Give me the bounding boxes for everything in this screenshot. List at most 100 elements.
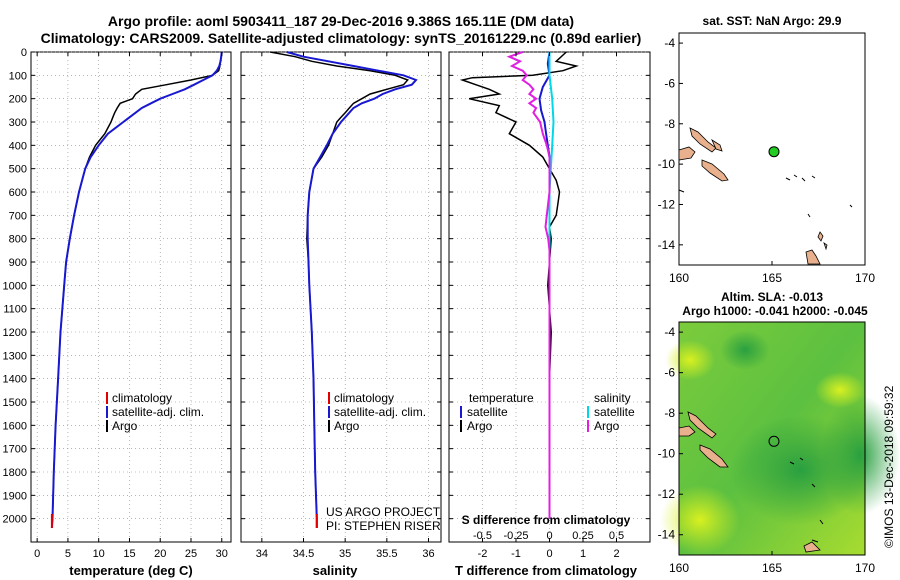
depth-tick-label: 400: [9, 140, 27, 152]
x-tick-label: 20: [154, 548, 166, 560]
s-difference-tick-label: -0.25: [503, 530, 528, 542]
lon-tick-label: 170: [855, 271, 875, 285]
depth-tick-label: 300: [9, 117, 27, 129]
x-tick-label: -1: [511, 548, 521, 560]
sla-low-anomaly: [720, 330, 770, 370]
lat-tick-label: -6: [664, 76, 675, 90]
legend-argo-label: Argo: [334, 419, 360, 433]
lat-tick-label: -14: [658, 238, 676, 252]
lon-tick-label: 170: [855, 561, 875, 575]
temperature-legend: climatology satellite-adj. clim. Argo: [106, 391, 204, 433]
land-shape: [803, 541, 821, 553]
depth-tick-label: 1300: [3, 350, 27, 362]
sst-map-land: [678, 127, 853, 265]
sla-high-anomaly: [815, 372, 865, 408]
s-difference-axis-label: S difference from climatology: [462, 513, 631, 527]
land-shape: [805, 249, 821, 265]
x-tick-label: 35.5: [376, 548, 397, 560]
header-line-1: Argo profile: aoml 5903411_187 29-Dec-20…: [108, 13, 574, 29]
depth-tick-label: 1700: [3, 444, 27, 456]
legend-climatology-label: climatology: [334, 391, 394, 405]
land-outline: [789, 457, 824, 543]
legend-salinity-title: salinity: [594, 391, 631, 405]
pi-annotation: PI: STEPHEN RISER: [326, 519, 441, 533]
x-tick-label: 35: [339, 548, 351, 560]
land-shape: [711, 138, 723, 152]
legend-climatology-label: climatology: [112, 391, 172, 405]
lat-tick-label: -8: [664, 117, 675, 131]
x-tick-label: 34.5: [293, 548, 314, 560]
x-tick-label: 15: [123, 548, 135, 560]
land-outline: [678, 189, 685, 193]
credit-label: ©IMOS 13-Dec-2018 09:59:32: [882, 385, 896, 548]
depth-tick-label: 1100: [3, 304, 27, 316]
depth-tick-label: 1400: [3, 374, 27, 386]
depth-tick-label: 900: [9, 257, 27, 269]
x-tick-label: 36: [422, 548, 434, 560]
difference-series-t-argo: [459, 51, 579, 519]
lon-tick-label: 165: [762, 561, 782, 575]
depth-tick-label: 500: [9, 164, 27, 176]
land-outline: [785, 174, 811, 218]
s-difference-tick-label: -0.5: [473, 530, 492, 542]
salinity-plot-frame: [240, 51, 442, 543]
x-tick-label: 0: [34, 548, 40, 560]
salinity-legend: climatology satellite-adj. clim. Argo US…: [326, 391, 441, 533]
depth-tick-label: 100: [9, 70, 27, 82]
lat-tick-label: -12: [658, 197, 676, 211]
lat-tick-label: -4: [664, 325, 675, 339]
argo-location-marker: [768, 146, 780, 158]
lat-tick-label: -12: [658, 487, 676, 501]
lat-tick-label: -14: [658, 528, 676, 542]
land-shape: [689, 127, 717, 153]
salinity-axis-label: salinity: [313, 563, 359, 578]
x-tick-label: 1: [580, 548, 586, 560]
lat-tick-label: -6: [664, 366, 675, 380]
temperature-plot-frame: [30, 51, 232, 543]
depth-tick-label: 1000: [3, 280, 27, 292]
difference-series-s-argo: [506, 51, 551, 519]
depth-tick-label: 0: [21, 47, 27, 59]
legend-s-argo-label: Argo: [594, 419, 620, 433]
legend-temperature-title: temperature: [469, 391, 534, 405]
land-shape: [687, 411, 717, 439]
difference-legend: temperature satellite Argo salinity sate…: [460, 391, 635, 433]
depth-tick-label: 1800: [3, 467, 27, 479]
sla-map-title: Altim. SLA: -0.013: [721, 290, 823, 304]
lon-tick-label: 160: [669, 561, 689, 575]
legend-satellite-label: satellite-adj. clim.: [334, 405, 426, 419]
depth-tick-label: 600: [9, 187, 27, 199]
sla-low-anomaly: [820, 395, 900, 515]
depth-tick-label: 700: [9, 210, 27, 222]
sst-map-title: sat. SST: NaN Argo: 29.9: [703, 14, 842, 28]
lat-tick-label: -10: [658, 447, 676, 461]
depth-tick-label: 1500: [3, 397, 27, 409]
sla-heatmap: [660, 322, 900, 555]
s-difference-tick-label: 0: [546, 530, 552, 542]
depth-tick-label: 1600: [3, 420, 27, 432]
lat-tick-label: -4: [664, 36, 675, 50]
x-tick-label: 34: [256, 548, 268, 560]
land-shape: [817, 231, 824, 242]
land-shape: [699, 444, 729, 468]
land-shape: [701, 159, 729, 182]
lon-tick-label: 160: [669, 271, 689, 285]
lat-tick-label: -8: [664, 406, 675, 420]
x-tick-label: 0: [546, 548, 552, 560]
temperature-axis-label: temperature (deg C): [69, 563, 193, 578]
lon-tick-label: 165: [762, 271, 782, 285]
land-outline: [811, 175, 853, 208]
x-tick-label: 25: [185, 548, 197, 560]
temperature-series-satellite-adj-clim-: [50, 51, 223, 529]
salinity-series-satellite-adj-clim-: [286, 51, 418, 528]
t-difference-axis-label: T difference from climatology: [455, 563, 638, 578]
legend-satellite-label: satellite-adj. clim.: [112, 405, 204, 419]
x-tick-label: 2: [613, 548, 619, 560]
legend-argo-label: Argo: [112, 419, 138, 433]
sla-high-anomaly: [665, 340, 715, 380]
legend-s-satellite-label: satellite: [594, 405, 635, 419]
lat-tick-label: -10: [658, 157, 676, 171]
header-line-2: Climatology: CARS2009. Satellite-adjuste…: [41, 30, 642, 46]
x-tick-label: 30: [216, 548, 228, 560]
